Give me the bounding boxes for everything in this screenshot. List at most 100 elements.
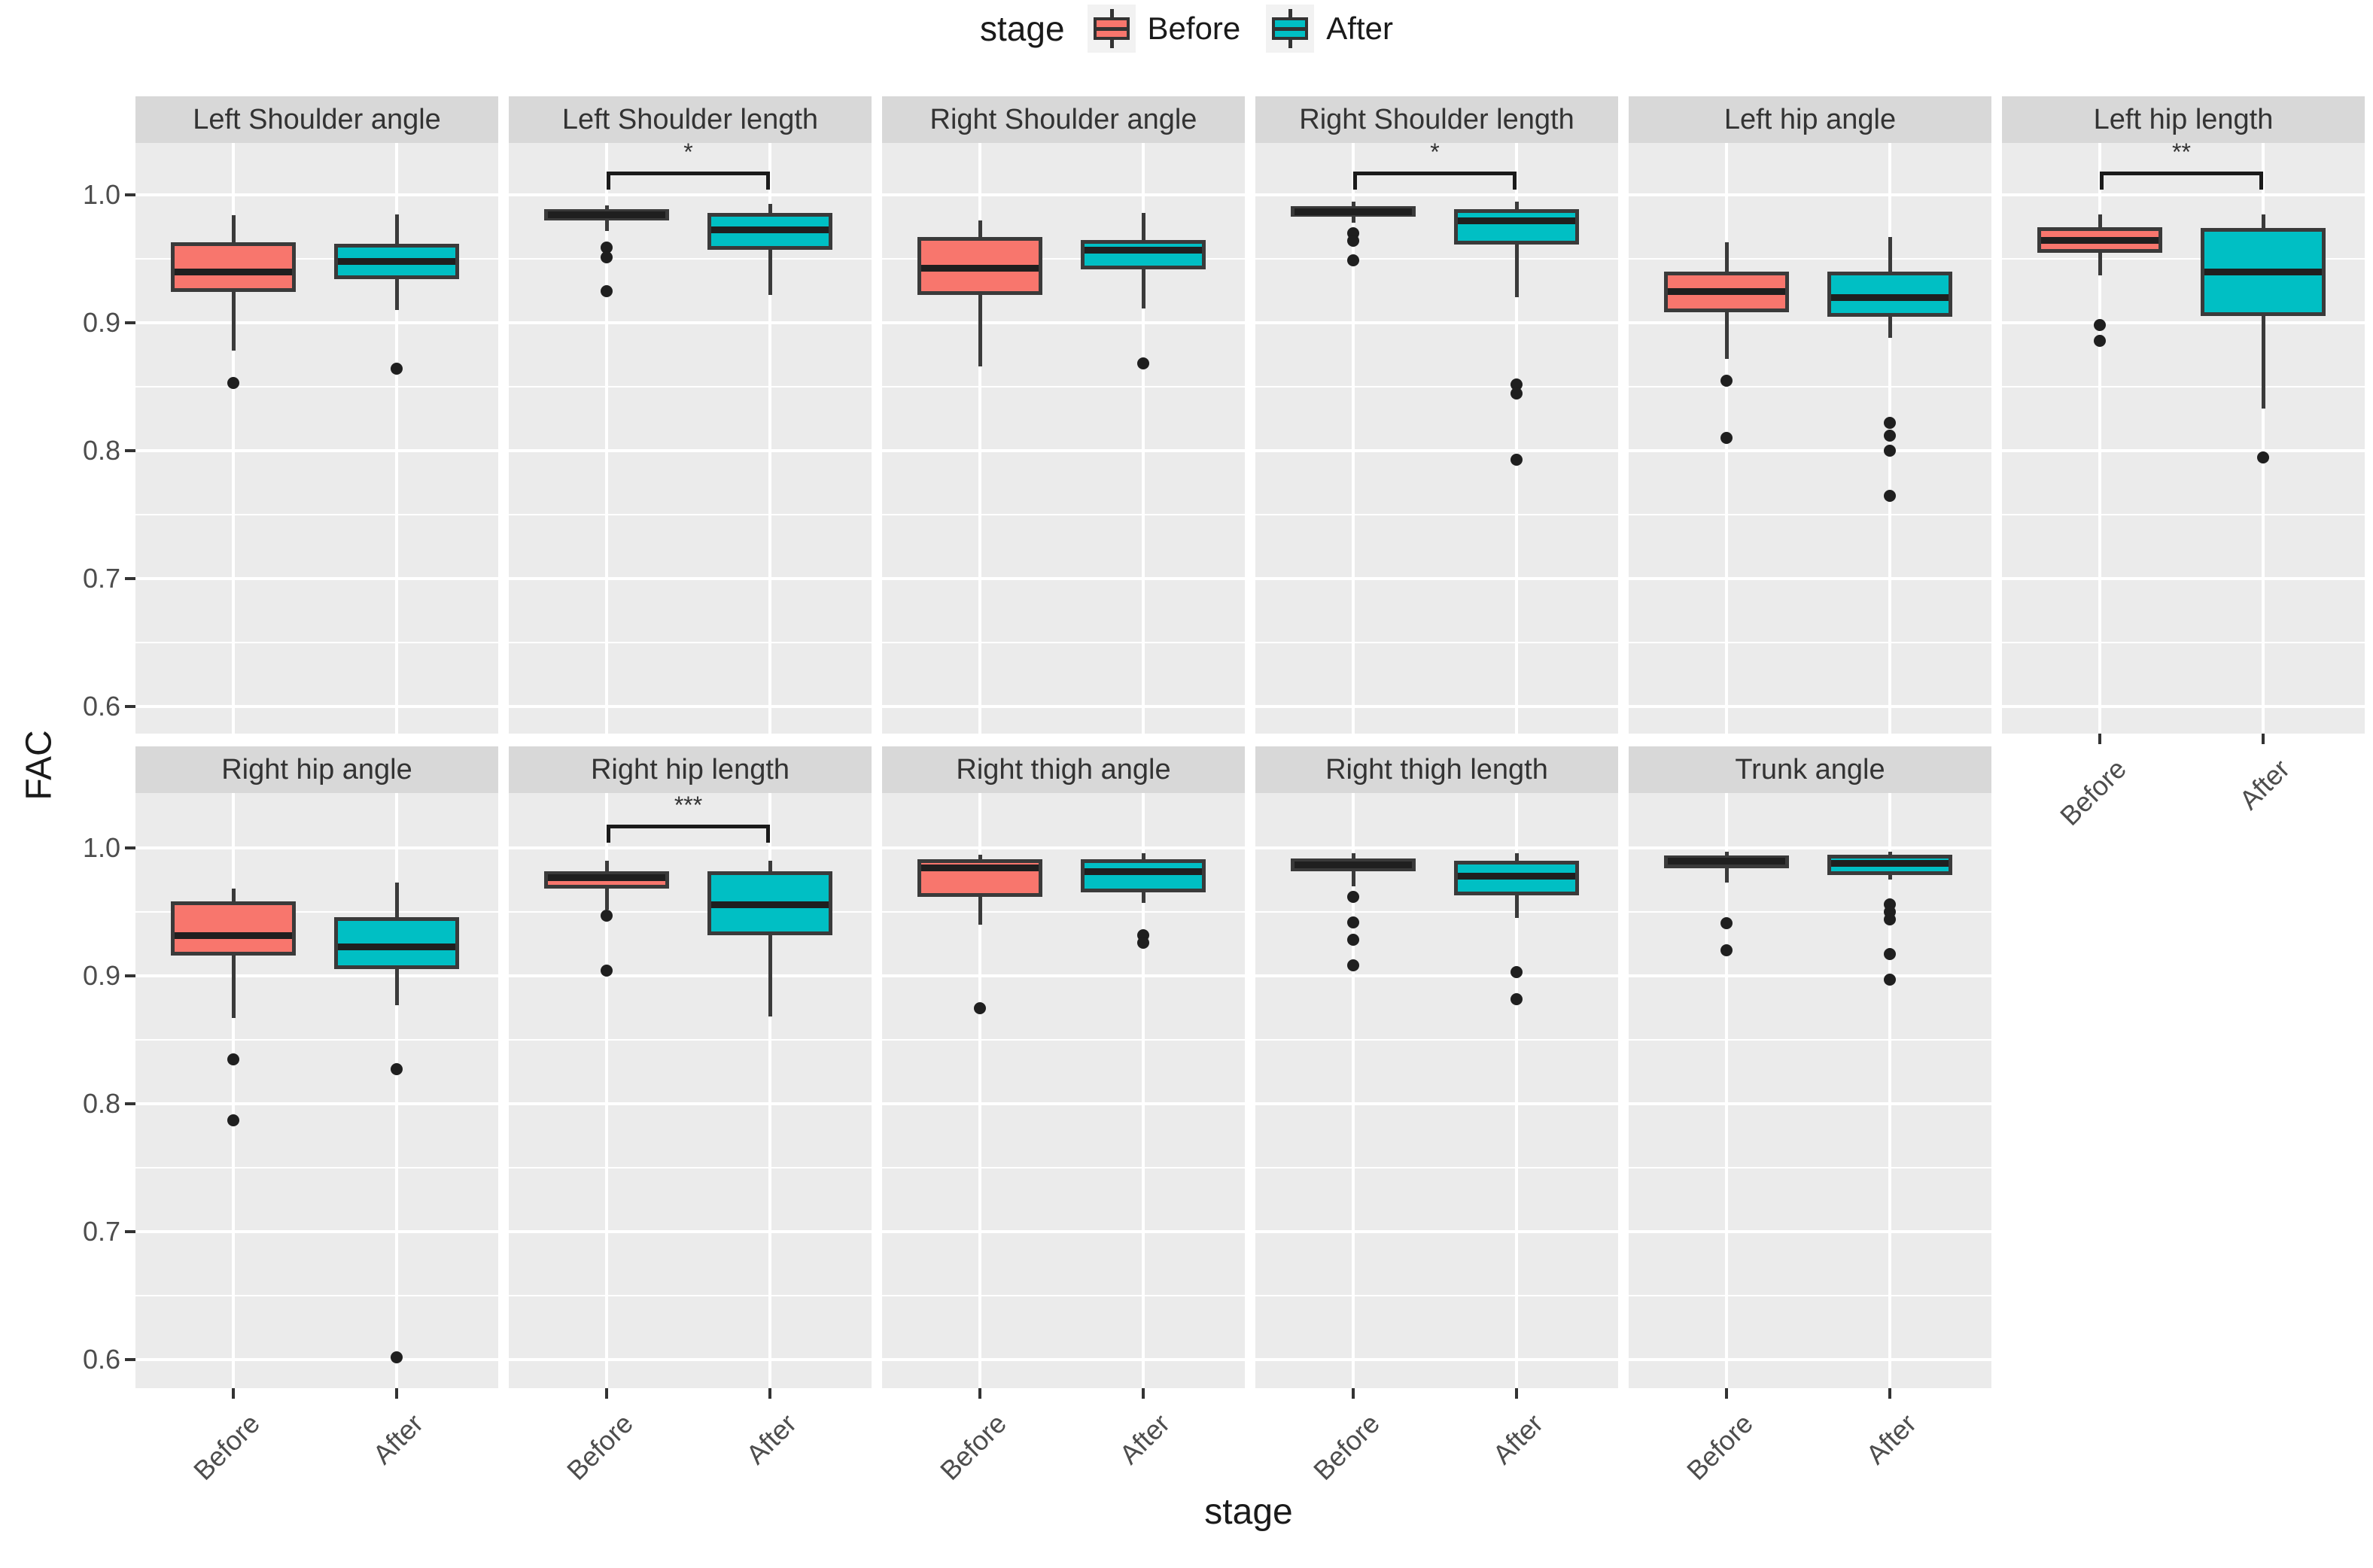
median-line <box>175 931 292 939</box>
minor-gridline <box>1629 911 1991 913</box>
significance-label: * <box>683 138 693 166</box>
facet-title: Right thigh length <box>1255 746 1618 793</box>
outlier-dot <box>1884 429 1896 442</box>
vertical-gridline <box>395 793 398 1388</box>
y-tick-label: 0.6 <box>82 1344 120 1375</box>
minor-gridline <box>882 1295 1245 1296</box>
median-line <box>1458 217 1575 224</box>
box-after <box>334 916 459 970</box>
major-gridline <box>135 1230 498 1233</box>
major-gridline <box>1255 1230 1618 1233</box>
facet-panel <box>882 143 1245 734</box>
outlier-dot <box>391 1351 403 1363</box>
significance-label: *** <box>674 792 703 819</box>
major-gridline <box>135 1358 498 1361</box>
major-gridline <box>509 321 872 324</box>
x-tick-mark <box>768 1388 771 1399</box>
minor-gridline <box>882 911 1245 913</box>
outlier-dot <box>1511 387 1523 400</box>
outlier-dot <box>1347 959 1359 972</box>
facet-title: Left hip angle <box>1629 96 1991 143</box>
x-tick-label: Before <box>2053 753 2132 831</box>
major-gridline <box>1629 1230 1991 1233</box>
median-line <box>548 211 665 218</box>
minor-gridline <box>1255 514 1618 515</box>
minor-gridline <box>2002 642 2365 643</box>
outlier-dot <box>1347 254 1359 266</box>
major-gridline <box>882 974 1245 977</box>
significance-bracket-tick <box>766 171 770 190</box>
facet-title: Right thigh angle <box>882 746 1245 793</box>
major-gridline <box>1255 449 1618 452</box>
x-tick-mark <box>1515 1388 1518 1399</box>
median-line <box>2041 236 2159 244</box>
outlier-dot <box>1347 890 1359 903</box>
median-line <box>1085 247 1202 254</box>
outlier-dot <box>1884 948 1896 961</box>
major-gridline <box>509 846 872 849</box>
outlier-dot <box>1137 936 1149 949</box>
major-gridline <box>1629 193 1991 196</box>
y-tick-mark <box>125 449 135 452</box>
significance-bracket <box>2100 171 2263 175</box>
major-gridline <box>1629 846 1991 849</box>
major-gridline <box>1629 705 1991 708</box>
minor-gridline <box>509 1167 872 1168</box>
whisker-after <box>768 861 772 1017</box>
y-tick-mark <box>125 1230 135 1233</box>
minor-gridline <box>509 386 872 387</box>
significance-bracket <box>607 824 770 828</box>
x-tick-label: Before <box>1680 1408 1759 1486</box>
major-gridline <box>135 1102 498 1105</box>
vertical-gridline <box>1725 793 1728 1388</box>
y-tick-label: 0.7 <box>82 1216 120 1247</box>
outlier-dot <box>2094 334 2106 347</box>
legend-title: stage <box>980 9 1065 48</box>
facet-panel <box>1629 143 1991 734</box>
y-tick-label: 0.8 <box>82 1088 120 1119</box>
whisker-after <box>1515 201 1519 297</box>
facet-title: Right Shoulder angle <box>882 96 1245 143</box>
outlier-dot <box>1884 974 1896 986</box>
major-gridline <box>1629 577 1991 580</box>
minor-gridline <box>1255 1295 1618 1296</box>
box-before <box>171 242 296 293</box>
outlier-dot <box>601 965 613 977</box>
minor-gridline <box>1255 911 1618 913</box>
y-tick-label: 0.6 <box>82 691 120 722</box>
major-gridline <box>1255 1102 1618 1105</box>
vertical-gridline <box>1888 793 1891 1388</box>
median-line <box>711 226 829 233</box>
minor-gridline <box>509 911 872 913</box>
minor-gridline <box>1629 642 1991 643</box>
median-line <box>338 258 455 266</box>
outlier-dot <box>601 241 613 254</box>
major-gridline <box>509 974 872 977</box>
x-tick-mark <box>1888 1388 1891 1399</box>
minor-gridline <box>1255 258 1618 260</box>
minor-gridline <box>1255 1167 1618 1168</box>
x-tick-label: After <box>2233 753 2295 816</box>
major-gridline <box>1629 1358 1991 1361</box>
x-tick-mark <box>1142 1388 1145 1399</box>
y-tick-mark <box>125 974 135 977</box>
x-tick-mark <box>2262 734 2265 744</box>
major-gridline <box>882 321 1245 324</box>
legend-label: Before <box>1147 11 1241 46</box>
minor-gridline <box>1255 1039 1618 1041</box>
y-tick-mark <box>125 193 135 196</box>
outlier-dot <box>1347 934 1359 947</box>
vertical-gridline <box>1515 793 1518 1388</box>
facet-title: Left Shoulder length <box>509 96 872 143</box>
vertical-gridline <box>1352 793 1355 1388</box>
median-line <box>1295 861 1412 869</box>
vertical-gridline <box>2262 143 2265 734</box>
outlier-dot <box>227 1114 239 1127</box>
minor-gridline <box>509 1295 872 1296</box>
major-gridline <box>882 1358 1245 1361</box>
outlier-dot <box>2094 319 2106 332</box>
outlier-dot <box>1347 235 1359 248</box>
outlier-dot <box>227 376 239 389</box>
minor-gridline <box>1629 514 1991 515</box>
